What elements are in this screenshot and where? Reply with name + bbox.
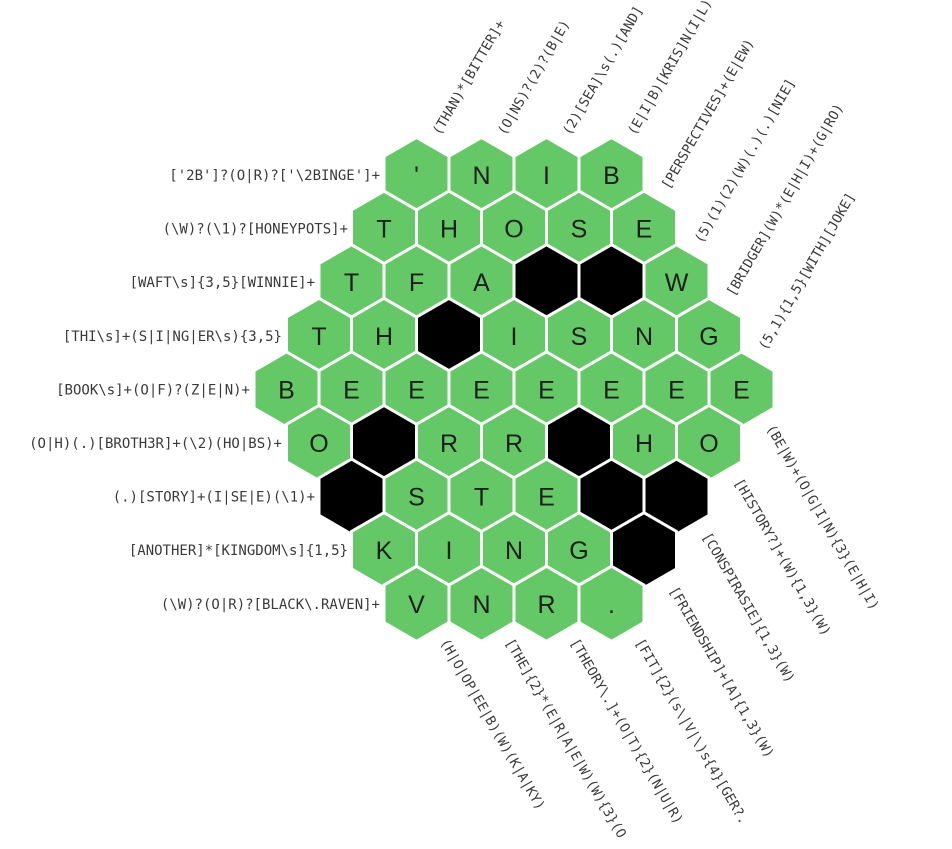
bottom-diagonal-clue: [FRIENDSHIP]+[A]{1,3}(W) bbox=[666, 584, 777, 761]
hex-cell-letter: V bbox=[408, 591, 425, 619]
hex-cell-letter: E bbox=[603, 376, 620, 404]
hex-cell-letter: E bbox=[408, 376, 425, 404]
hex-cell-letter: S bbox=[571, 216, 588, 244]
hex-cell-letter: T bbox=[311, 323, 326, 351]
hex-cell-letter: B bbox=[278, 376, 295, 404]
hex-cell-letter: E bbox=[473, 376, 490, 404]
top-diagonal-clue: (THAN)*[BITTER]+ bbox=[430, 17, 509, 138]
left-row-clue: [BOOK\s]+(O|F)?(Z|E|N)+ bbox=[56, 382, 250, 398]
left-row-clue: [WAFT\s]{3,5}[WINNIE]+ bbox=[130, 275, 315, 291]
hex-cell-letter: T bbox=[344, 269, 359, 297]
hex-cell-letter: E bbox=[733, 376, 750, 404]
left-row-clue: (O|H)(.)[BROTH3R]+(\2)(HO|BS)+ bbox=[29, 436, 282, 452]
left-clue-list: ['2B']?(O|R)?['\2BINGE']+ (\W)?(\1)?[HONE… bbox=[29, 168, 380, 613]
hex-cell-letter: O bbox=[699, 430, 718, 458]
hex-cell-letter: E bbox=[343, 376, 360, 404]
left-row-clue: [THI\s]+(S|I|NG|ER\s){3,5} bbox=[63, 329, 282, 345]
hex-cell-letter: E bbox=[538, 376, 555, 404]
hex-cell-letter: R bbox=[537, 591, 555, 619]
hex-cell-letter: H bbox=[375, 323, 393, 351]
bottom-diagonal-clue: [THE]{2}*(E|R|A|E|W)(W){3}(O bbox=[502, 636, 630, 841]
bottom-diagonal-clue: [THEORY\.]+(O|T){2}(N|U|R) bbox=[567, 636, 687, 827]
hex-cell-letter: G bbox=[569, 537, 588, 565]
hex-cell-letter: R bbox=[505, 430, 523, 458]
hex-cell-letter: K bbox=[376, 537, 393, 565]
bottom-diagonal-clue: [FIT]{2}(s\|V|\)s{4}[GER?. bbox=[632, 636, 752, 827]
hex-cell-letter: W bbox=[665, 269, 689, 297]
hex-cell-letter: N bbox=[635, 323, 653, 351]
hex-cell-letter: H bbox=[440, 216, 458, 244]
top-diagonal-clue: (O|NS)?(2)?(B|E) bbox=[495, 17, 574, 138]
hex-cell-letter: E bbox=[636, 216, 653, 244]
hex-cell-letter: I bbox=[543, 162, 550, 190]
left-row-clue: (\W)?(\1)?[HONEYPOTS]+ bbox=[163, 222, 348, 238]
hex-cell-letter: N bbox=[472, 162, 490, 190]
hex-cell-letter: A bbox=[473, 269, 490, 297]
hex-cell-letter: B bbox=[603, 162, 620, 190]
hex-cell-letter: E bbox=[538, 484, 555, 512]
hex-cell-letter: F bbox=[409, 269, 424, 297]
left-row-clue: ['2B']?(O|R)?['\2BINGE']+ bbox=[169, 168, 380, 184]
hex-cell[interactable] bbox=[577, 564, 646, 644]
hex-cell-letter: O bbox=[309, 430, 328, 458]
hex-cell-letter: T bbox=[376, 216, 391, 244]
hex-cell-letter: . bbox=[608, 591, 615, 619]
hex-cell-letter: G bbox=[699, 323, 718, 351]
hex-cell-letter: I bbox=[446, 537, 453, 565]
hex-cell-letter: S bbox=[571, 323, 588, 351]
hex-cell-grid: ' N I BT H O S ET F A WT H I S N GB E E E E E E EO R R H OS T EK I N GV… bbox=[252, 135, 776, 644]
hex-cell-letter: S bbox=[408, 484, 425, 512]
hex-cell-letter: R bbox=[440, 430, 458, 458]
left-row-clue: (.)[STORY]+(I|SE|E)(\1)+ bbox=[113, 490, 315, 506]
left-row-clue: [ANOTHER]*[KINGDOM\s]{1,5} bbox=[129, 543, 348, 559]
bottom-diagonal-clue: (BE|W)+(O|G|I|N){3}(E|H|I) bbox=[763, 422, 883, 613]
hex-cell-letter: ' bbox=[414, 162, 419, 190]
hex-cell-letter: E bbox=[668, 376, 685, 404]
hex-cell-letter: N bbox=[472, 591, 490, 619]
hex-cell-letter: T bbox=[474, 484, 489, 512]
hex-cell-letter: N bbox=[505, 537, 523, 565]
hex-cell-letter: O bbox=[504, 216, 523, 244]
top-diagonal-clue: [BRIDGER](W)*(E|H|I)+(G|RO) bbox=[724, 101, 848, 299]
hex-cell-letter: H bbox=[635, 430, 653, 458]
left-row-clue: (\W)?(O|R)?[BLACK\.RAVEN]+ bbox=[161, 597, 380, 613]
hex-cell-letter: I bbox=[511, 323, 518, 351]
